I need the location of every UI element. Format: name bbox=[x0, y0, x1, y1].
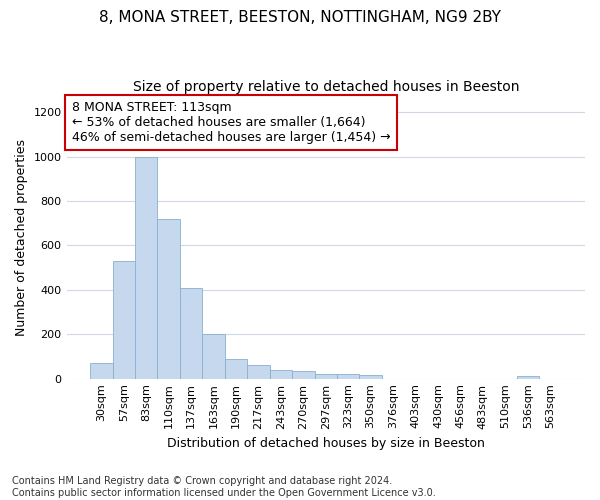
X-axis label: Distribution of detached houses by size in Beeston: Distribution of detached houses by size … bbox=[167, 437, 485, 450]
Title: Size of property relative to detached houses in Beeston: Size of property relative to detached ho… bbox=[133, 80, 519, 94]
Text: 8, MONA STREET, BEESTON, NOTTINGHAM, NG9 2BY: 8, MONA STREET, BEESTON, NOTTINGHAM, NG9… bbox=[99, 10, 501, 25]
Bar bbox=[337, 374, 359, 378]
Bar bbox=[90, 363, 113, 378]
Text: 8 MONA STREET: 113sqm
← 53% of detached houses are smaller (1,664)
46% of semi-d: 8 MONA STREET: 113sqm ← 53% of detached … bbox=[72, 101, 391, 144]
Bar bbox=[517, 376, 539, 378]
Bar bbox=[269, 370, 292, 378]
Text: Contains HM Land Registry data © Crown copyright and database right 2024.
Contai: Contains HM Land Registry data © Crown c… bbox=[12, 476, 436, 498]
Bar bbox=[113, 261, 135, 378]
Y-axis label: Number of detached properties: Number of detached properties bbox=[15, 139, 28, 336]
Bar bbox=[225, 358, 247, 378]
Bar bbox=[202, 334, 225, 378]
Bar bbox=[247, 366, 269, 378]
Bar bbox=[314, 374, 337, 378]
Bar bbox=[359, 376, 382, 378]
Bar bbox=[157, 218, 180, 378]
Bar bbox=[180, 288, 202, 378]
Bar bbox=[135, 156, 157, 378]
Bar bbox=[292, 371, 314, 378]
